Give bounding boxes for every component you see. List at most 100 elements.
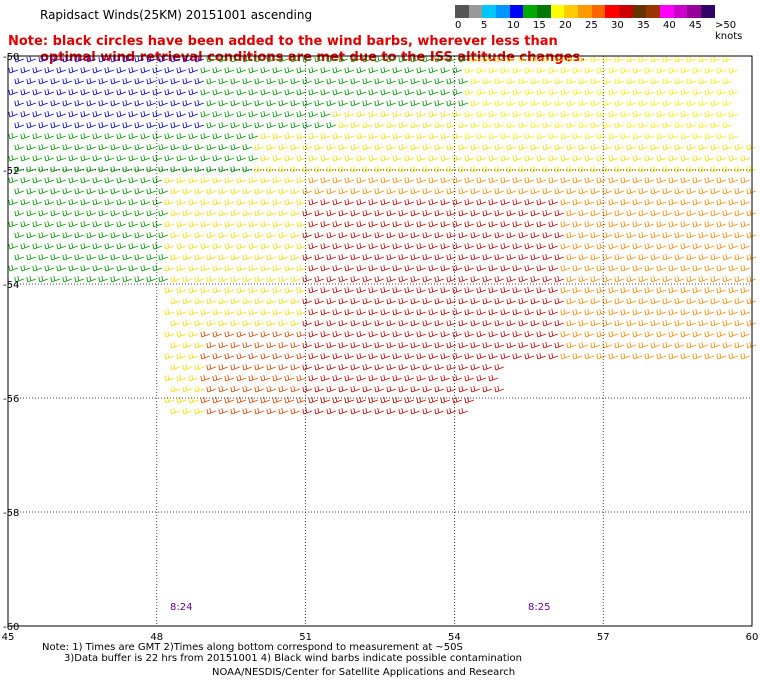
wind-barb bbox=[548, 242, 558, 250]
wind-barb bbox=[548, 198, 558, 206]
wind-barb bbox=[296, 286, 306, 294]
wind-barb bbox=[674, 187, 684, 195]
wind-barb bbox=[74, 275, 84, 283]
wind-barb bbox=[206, 187, 216, 195]
wind-barb bbox=[596, 308, 606, 316]
wind-barb bbox=[620, 88, 630, 96]
wind-barb bbox=[422, 297, 432, 305]
wind-barb bbox=[710, 77, 720, 85]
wind-barb bbox=[224, 66, 234, 74]
wind-barb bbox=[116, 132, 126, 140]
wind-barb bbox=[650, 253, 660, 261]
wind-barb bbox=[296, 352, 306, 360]
wind-barb bbox=[206, 275, 216, 283]
wind-barb bbox=[104, 242, 114, 250]
wind-barb bbox=[278, 341, 288, 349]
wind-barb bbox=[392, 154, 402, 162]
wind-barb bbox=[356, 286, 366, 294]
wind-barb bbox=[308, 396, 318, 404]
wind-barb bbox=[656, 286, 666, 294]
wind-barb bbox=[188, 220, 198, 228]
wind-barb bbox=[482, 363, 492, 371]
wind-barb bbox=[746, 319, 756, 327]
wind-barb bbox=[26, 275, 36, 283]
wind-barb bbox=[686, 231, 696, 239]
wind-barb bbox=[308, 330, 318, 338]
wind-barb bbox=[584, 154, 594, 162]
wind-barb bbox=[410, 77, 420, 85]
wind-barb bbox=[170, 385, 180, 393]
wind-barb bbox=[422, 55, 432, 63]
wind-barb bbox=[626, 187, 636, 195]
wind-barb bbox=[518, 297, 528, 305]
wind-barb bbox=[122, 187, 132, 195]
wind-barb bbox=[260, 88, 270, 96]
wind-barb bbox=[200, 286, 210, 294]
wind-barb bbox=[542, 209, 552, 217]
wind-barb bbox=[650, 297, 660, 305]
wind-barb bbox=[554, 319, 564, 327]
wind-barb bbox=[470, 275, 480, 283]
wind-barb bbox=[488, 66, 498, 74]
wind-barb bbox=[518, 99, 528, 107]
wind-barb bbox=[578, 99, 588, 107]
wind-barb bbox=[698, 319, 708, 327]
wind-barb bbox=[380, 308, 390, 316]
colorbar-swatch bbox=[619, 5, 633, 18]
wind-barb bbox=[410, 275, 420, 283]
wind-barb bbox=[302, 77, 312, 85]
wind-barb bbox=[554, 341, 564, 349]
wind-barb bbox=[548, 176, 558, 184]
wind-barb bbox=[134, 121, 144, 129]
wind-barb bbox=[182, 231, 192, 239]
wind-barb bbox=[404, 330, 414, 338]
wind-barb bbox=[392, 352, 402, 360]
wind-barb bbox=[434, 319, 444, 327]
wind-barb bbox=[206, 209, 216, 217]
wind-barb bbox=[422, 407, 432, 415]
wind-barb bbox=[728, 176, 738, 184]
wind-barb bbox=[548, 110, 558, 118]
footer-credit: NOAA/NESDIS/Center for Satellite Applica… bbox=[212, 667, 516, 678]
wind-barb bbox=[20, 176, 30, 184]
wind-barb bbox=[116, 66, 126, 74]
wind-barb bbox=[116, 88, 126, 96]
wind-barb bbox=[206, 407, 216, 415]
wind-barb bbox=[50, 165, 60, 173]
wind-barb bbox=[728, 242, 738, 250]
wind-barb bbox=[686, 165, 696, 173]
wind-barb bbox=[440, 308, 450, 316]
wind-barb bbox=[440, 154, 450, 162]
wind-barb bbox=[320, 176, 330, 184]
wind-barb bbox=[260, 396, 270, 404]
wind-barb bbox=[368, 132, 378, 140]
wind-barb bbox=[266, 385, 276, 393]
wind-barb bbox=[326, 407, 336, 415]
wind-barb bbox=[254, 319, 264, 327]
wind-barb bbox=[344, 264, 354, 272]
wind-barb bbox=[320, 330, 330, 338]
wind-barb bbox=[110, 187, 120, 195]
wind-barb bbox=[728, 352, 738, 360]
wind-barb bbox=[110, 77, 120, 85]
latitude-tick-label: -52 bbox=[3, 166, 19, 177]
wind-barb bbox=[476, 66, 486, 74]
wind-barb bbox=[26, 165, 36, 173]
wind-barb bbox=[638, 55, 648, 63]
wind-barb bbox=[458, 275, 468, 283]
wind-barb bbox=[200, 66, 210, 74]
wind-barb bbox=[152, 66, 162, 74]
wind-barb bbox=[320, 242, 330, 250]
wind-barb bbox=[338, 231, 348, 239]
wind-barb bbox=[566, 55, 576, 63]
wind-barb bbox=[740, 198, 750, 206]
wind-barb bbox=[398, 99, 408, 107]
wind-barb bbox=[542, 297, 552, 305]
wind-barb bbox=[14, 187, 24, 195]
wind-barb bbox=[548, 220, 558, 228]
wind-barb bbox=[146, 253, 156, 261]
wind-barb bbox=[590, 209, 600, 217]
wind-barb bbox=[296, 198, 306, 206]
wind-barb bbox=[338, 253, 348, 261]
wind-barb bbox=[608, 264, 618, 272]
